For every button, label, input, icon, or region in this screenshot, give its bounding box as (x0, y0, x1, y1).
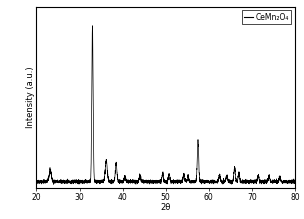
X-axis label: 2θ: 2θ (161, 203, 171, 212)
Y-axis label: Intensity (a.u.): Intensity (a.u.) (26, 67, 35, 128)
Legend: CeMn₂O₄: CeMn₂O₄ (242, 10, 291, 24)
